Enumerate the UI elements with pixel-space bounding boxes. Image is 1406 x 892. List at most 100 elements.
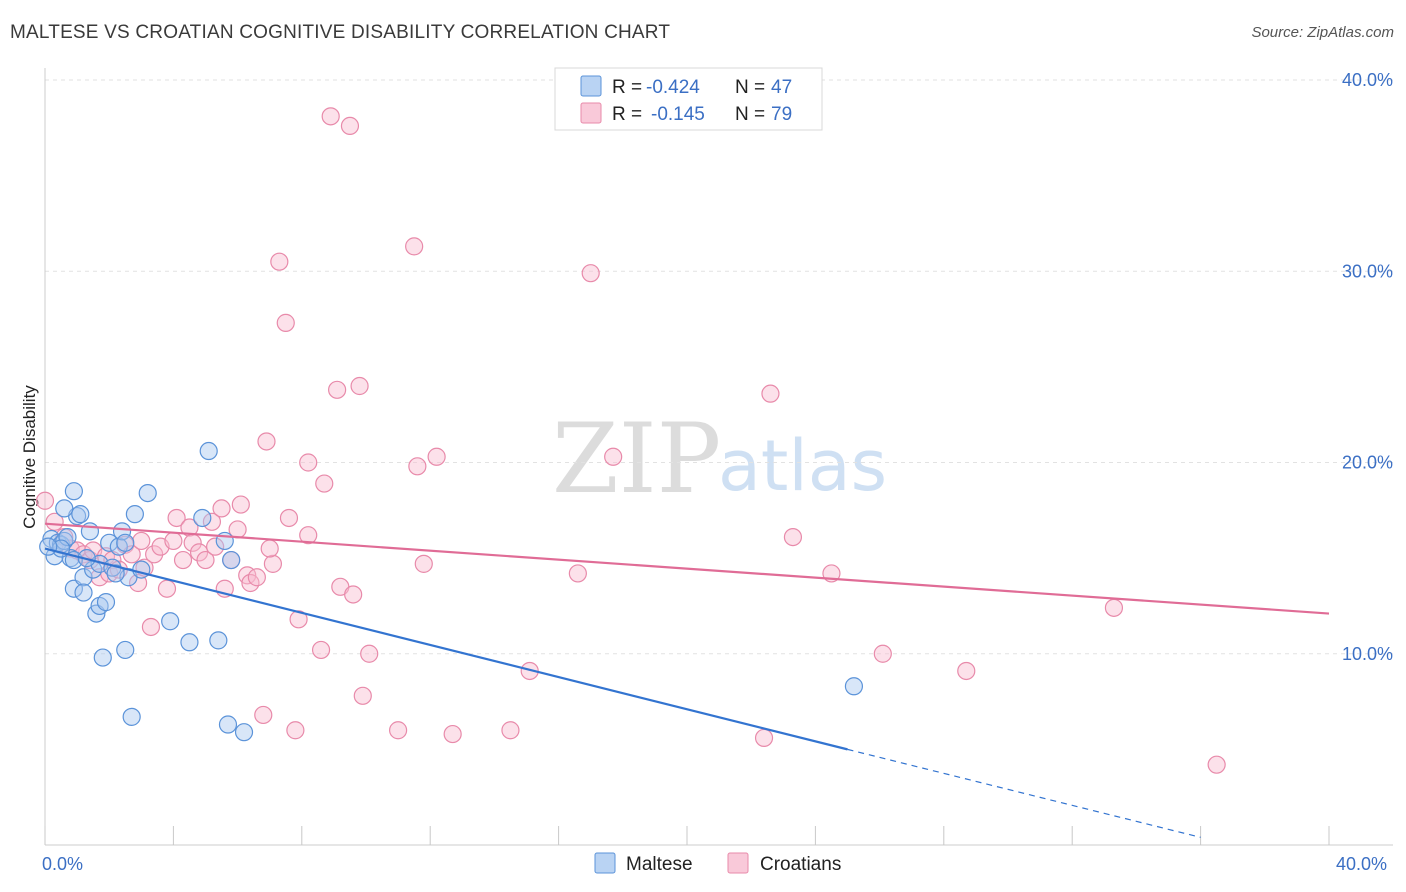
maltese-point (180, 633, 199, 652)
maltese-point (132, 560, 151, 579)
maltese-point (222, 550, 241, 570)
croatians-point (414, 554, 433, 573)
croatians-point (353, 686, 372, 705)
y-tick-label: 30.0% (1342, 261, 1393, 281)
croatians-point (270, 252, 289, 271)
croatians-point (132, 531, 151, 551)
croatians-point (247, 568, 266, 587)
croatians-point (761, 384, 780, 403)
legend-croatians-swatch (580, 102, 602, 124)
croatians-point (141, 617, 161, 637)
croatians-point (279, 508, 299, 528)
x-tick-label-max: 40.0% (1336, 854, 1387, 874)
maltese-point (58, 527, 77, 547)
legend-maltese-r-label: R = (612, 77, 642, 98)
croatians-point (231, 495, 250, 514)
maltese-point (112, 522, 132, 541)
maltese-point (74, 583, 93, 602)
y-tick-label: 10.0% (1342, 644, 1393, 664)
croatians-point (604, 447, 623, 466)
maltese-point (106, 564, 125, 583)
croatians-point (164, 531, 183, 551)
croatians-point (568, 564, 587, 583)
croatians-point (873, 644, 892, 663)
legend-top: R = -0.424 N = 47 R = -0.145 N = 79 (554, 67, 823, 131)
croatians-point (360, 644, 379, 663)
maltese-point (122, 707, 141, 726)
legend-croatians-n-value: 79 (771, 104, 792, 125)
y-tick-label: 20.0% (1342, 453, 1393, 473)
croatians-point (311, 640, 331, 660)
maltese-trend-extension (847, 748, 1201, 838)
croatians-point (260, 539, 279, 558)
croatians-point (263, 554, 283, 573)
maltese-point (71, 505, 90, 524)
croatians-point (212, 499, 231, 518)
maltese-trend-line (44, 547, 848, 751)
croatians-point (180, 518, 199, 537)
maltese-point (234, 723, 254, 742)
watermark-zip: ZIP (552, 403, 721, 515)
maltese-point (96, 593, 116, 612)
croatians-point (35, 491, 55, 510)
croatians-point (389, 721, 408, 740)
legend-maltese-n-label: N = (735, 77, 765, 98)
croatians-point (443, 724, 462, 744)
croatians-point (45, 512, 64, 531)
maltese-point (93, 648, 112, 667)
croatians-point (321, 107, 340, 126)
y-axis-title: Cognitive Disability (20, 385, 39, 529)
croatians-point (196, 550, 215, 570)
croatians-point (173, 550, 193, 570)
x-tick-label-min: 0.0% (42, 854, 83, 874)
maltese-point (199, 441, 218, 461)
legend-bottom-maltese-swatch (594, 852, 616, 874)
croatians-point (427, 447, 446, 466)
maltese-point (55, 499, 74, 518)
maltese-point (209, 631, 228, 650)
croatians-point (957, 661, 976, 681)
croatians-point (299, 453, 318, 472)
watermark-atlas: atlas (718, 425, 887, 507)
legend-maltese-n-value: 47 (771, 77, 792, 98)
chart-source: Source: ZipAtlas.com (1251, 24, 1394, 41)
legend-bottom: Maltese Croatians (594, 852, 841, 875)
croatians-point (1207, 755, 1226, 774)
croatians-point (350, 376, 369, 396)
legend-bottom-croatians-label: Croatians (760, 854, 841, 875)
legend-croatians-r-value: -0.145 (651, 104, 705, 125)
x-axis-ticks (44, 826, 1330, 845)
maltese-point (125, 505, 144, 524)
legend-bottom-croatians-swatch (727, 852, 749, 874)
maltese-point (218, 715, 238, 734)
legend-croatians-r-label: R = (612, 104, 642, 125)
croatians-point (257, 432, 276, 451)
croatians-point (289, 610, 308, 629)
croatians-point (408, 457, 427, 476)
legend-maltese-r-value: -0.424 (646, 77, 700, 98)
croatians-point (157, 579, 177, 598)
maltese-point (74, 568, 93, 587)
croatians-point (328, 380, 347, 399)
maltese-point (64, 482, 83, 501)
maltese-point (116, 640, 135, 660)
maltese-point (161, 612, 180, 631)
croatians-point (299, 526, 318, 545)
legend-bottom-maltese-label: Maltese (626, 854, 693, 875)
maltese-point (138, 484, 157, 503)
croatians-point (315, 474, 334, 493)
croatians-point (167, 508, 186, 528)
croatians-point (754, 728, 774, 748)
croatians-trend-line (44, 522, 1330, 615)
chart-title: MALTESE VS CROATIAN COGNITIVE DISABILITY… (10, 22, 671, 43)
legend-croatians-n-label: N = (735, 104, 765, 125)
croatians-point (206, 537, 225, 556)
croatians-point (783, 527, 803, 547)
croatians-point (128, 573, 148, 593)
croatians-point (1104, 598, 1124, 617)
croatians-point (344, 585, 363, 604)
maltese-point (100, 533, 119, 552)
maltese-point (39, 537, 58, 556)
croatians-point (276, 313, 295, 332)
y-tick-label: 40.0% (1342, 70, 1393, 90)
